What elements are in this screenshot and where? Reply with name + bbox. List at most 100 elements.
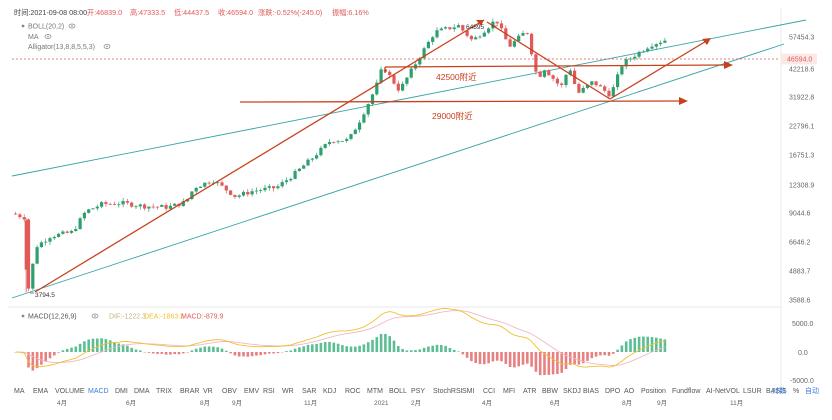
macd-bar — [117, 343, 121, 352]
indicator-tab-kdj[interactable]: KDJ — [323, 388, 336, 395]
candle-body — [327, 141, 332, 145]
overlay-ma[interactable]: MA — [28, 34, 39, 41]
indicator-tab-cci[interactable]: CCI — [483, 388, 495, 395]
macd-bar — [237, 352, 241, 357]
indicator-tab-trix[interactable]: TRIX — [156, 388, 172, 395]
candle-body — [375, 82, 379, 95]
macd-bar — [87, 339, 90, 352]
downtrend-line — [486, 21, 611, 100]
overlay-alligator[interactable]: Alligator(13,8,8,5,5,3) — [28, 44, 95, 51]
indicator-tab-macd[interactable]: MACD — [88, 388, 109, 395]
percent-scale-button[interactable]: % — [793, 388, 799, 395]
macd-dif: DIF:-1222.3 — [109, 314, 146, 321]
indicator-tab-mfi[interactable]: MFI — [503, 388, 515, 395]
overlay-boll[interactable]: BOLL(20,2) — [28, 24, 64, 31]
candle-body — [164, 205, 168, 209]
price-tick: 22796.1 — [789, 124, 814, 131]
candle-body — [26, 219, 31, 289]
indicator-tab-ai-netvol[interactable]: AI-NetVOL — [706, 388, 740, 395]
candle-body — [482, 32, 486, 37]
auto-scale-button[interactable]: 自动 — [805, 386, 819, 395]
indicator-tab-obv[interactable]: OBV — [222, 388, 237, 395]
indicator-tab-ma[interactable]: MA — [14, 388, 25, 395]
candle-body — [61, 231, 65, 234]
macd-bar — [388, 336, 391, 352]
candle-body — [517, 35, 521, 42]
indicator-tab-rsi[interactable]: RSI — [263, 388, 275, 395]
time-axis-label: 11月 — [730, 399, 743, 407]
indicator-tab-emv[interactable]: EMV — [244, 388, 260, 395]
macd-bar — [341, 345, 344, 352]
candle-body — [564, 74, 568, 86]
macd-name[interactable]: MACD(12,26,9) — [28, 314, 77, 321]
time-axis-label: 2月 — [411, 399, 421, 407]
candle-body — [233, 194, 237, 197]
candle-body — [340, 140, 344, 142]
macd-bar — [379, 334, 383, 352]
price-tick: 12308.9 — [789, 183, 814, 190]
candle-body — [439, 28, 443, 31]
indicator-tab-boll[interactable]: BOLL — [389, 388, 407, 395]
indicator-tab-volume[interactable]: VOLUME — [55, 388, 85, 395]
macd-bar — [508, 352, 512, 367]
indicator-tab-smi[interactable]: SMI — [462, 388, 475, 395]
indicator-tab-ema[interactable]: EMA — [33, 388, 49, 395]
macd-bar — [134, 349, 138, 352]
candle-body — [117, 204, 121, 206]
candle-body — [14, 213, 18, 215]
level-42500-label: 42500附近 — [436, 72, 477, 82]
candle-body — [379, 69, 383, 83]
candle-body — [444, 27, 448, 29]
macd-bar — [633, 337, 637, 352]
indicator-tab-psy[interactable]: PSY — [411, 388, 425, 395]
indicator-tab-bias[interactable]: BIAS — [583, 388, 599, 395]
rebound-line — [609, 39, 709, 100]
eye-icon[interactable] — [68, 23, 76, 29]
candle-body — [319, 147, 323, 156]
indicator-tab-sar[interactable]: SAR — [302, 388, 316, 395]
candle-body — [22, 217, 26, 220]
info-time: 时间:2021-09-08 08:00 — [14, 8, 87, 17]
macd-bar — [225, 350, 228, 352]
candle-body — [250, 191, 254, 195]
indicator-tab-wr[interactable]: WR — [282, 388, 294, 395]
macd-bar — [586, 352, 589, 361]
macd-bar — [74, 346, 78, 352]
indicator-tab-lsur[interactable]: LSUR — [743, 388, 762, 395]
log-scale-button[interactable]: 对数 — [772, 386, 786, 395]
indicator-tab-dpo[interactable]: DPO — [605, 388, 621, 395]
collapse-icon[interactable] — [21, 24, 25, 28]
macd-bar — [616, 349, 619, 352]
indicator-tab-bbw[interactable]: BBW — [542, 388, 558, 395]
eye-icon[interactable] — [91, 313, 99, 319]
candle-body — [246, 191, 250, 195]
indicator-tab-dmi[interactable]: DMI — [115, 388, 128, 395]
macd-bar — [212, 346, 215, 352]
indicator-tab-basis[interactable]: BASIS — [766, 388, 787, 395]
indicator-tab-stochrsi[interactable]: StochRSI — [433, 388, 463, 395]
macd-bar — [311, 344, 314, 352]
time-axis-label: 8月 — [622, 399, 632, 407]
indicator-tab-dma[interactable]: DMA — [134, 388, 150, 395]
candle-body — [577, 83, 581, 93]
indicator-tab-atr[interactable]: ATR — [523, 388, 536, 395]
trendline-group — [34, 19, 733, 293]
candle-body — [104, 202, 108, 204]
collapse-icon[interactable] — [21, 314, 25, 318]
indicator-tab-brar[interactable]: BRAR — [180, 388, 199, 395]
time-axis-label: 9月 — [657, 399, 667, 407]
indicator-tab-position[interactable]: Position — [641, 388, 666, 395]
indicator-tab-mtm[interactable]: MTM — [367, 388, 383, 395]
info-change: 涨跌:-0.52%(-245.0) — [258, 8, 322, 17]
indicator-tab-roc[interactable]: ROC — [345, 388, 361, 395]
macd-bar — [427, 346, 430, 352]
eye-icon[interactable] — [44, 34, 52, 39]
indicator-tab-fundflow[interactable]: Fundflow — [672, 388, 701, 395]
indicator-tab-vr[interactable]: VR — [203, 388, 213, 395]
indicator-tab-ao[interactable]: AO — [624, 388, 635, 395]
eye-icon[interactable] — [103, 44, 111, 49]
indicator-tab-skdj[interactable]: SKDJ — [563, 388, 581, 395]
candle-body — [207, 182, 211, 184]
